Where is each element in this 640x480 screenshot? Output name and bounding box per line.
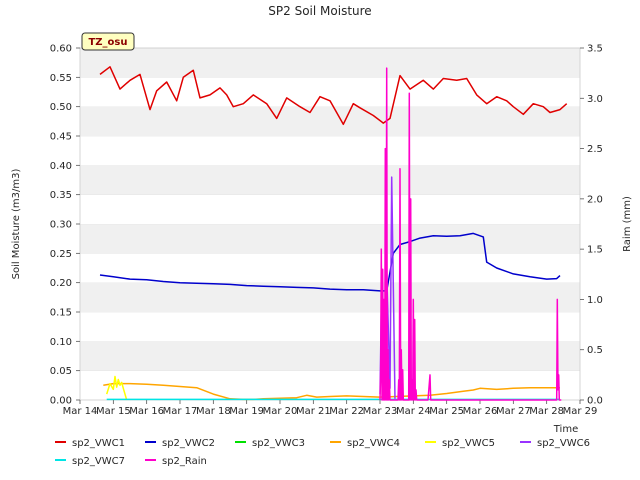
x-tick-label: Mar 28 [529,406,564,417]
site-badge-box [81,32,135,51]
legend: sp2_VWC1 sp2_VWC2 sp2_VWC3 sp2_VWC4 sp2_VWC5… [55,438,590,467]
y-tick-label: 0.00 [50,396,72,407]
grid-band [80,341,580,371]
x-tick-label: Mar 19 [229,406,264,417]
grid-band [80,136,580,166]
x-tick-label: Mar 27 [496,406,531,417]
x-tick-label: Mar 29 [563,406,598,417]
grid-band [80,106,580,136]
series-line-sp2-vwc1 [99,66,568,126]
y2-tick-label: 3.5 [587,44,603,55]
y2-tick-label: 1.0 [587,295,603,306]
grid-band [80,165,580,195]
grid-band [80,253,580,283]
x-tick-label: Mar 22 [329,406,364,417]
y-tick-label: 0.20 [50,278,72,289]
site-badge-label: TZ_osu [88,37,127,48]
legend-label: sp2_VWC5 [442,438,495,449]
plot-background-bands [80,47,580,400]
legend-label: sp2_VWC2 [162,438,215,449]
legend-label: sp2_VWC6 [537,438,590,449]
y-tick-label: 0.55 [50,73,72,84]
grid-band [80,282,580,312]
y-tick-label: 0.05 [50,366,72,377]
y-tick-label: 0.50 [50,102,72,113]
y2-tick-label: 2.5 [587,144,603,155]
y-tick-label: 0.40 [50,161,72,172]
x-tick-label: Mar 24 [396,406,431,417]
series-line-sp2-vwc5 [105,375,128,401]
x-tick-label: Mar 20 [263,406,298,417]
x-tick-label: Mar 26 [463,406,498,417]
y2-tick-label: 2.0 [587,194,603,205]
y2-tick-label: 1.5 [587,245,603,256]
y2-tick-label: 3.0 [587,94,603,105]
x-tick-label: Mar 15 [96,406,131,417]
y-tick-label: 0.15 [50,308,72,319]
y-tick-label: 0.60 [50,44,72,55]
legend-label: sp2_Rain [162,456,207,467]
x-tick-label: Mar 21 [296,406,331,417]
x-tick-label: Mar 25 [429,406,464,417]
x-tick-label: Mar 23 [363,406,398,417]
grid-band [80,312,580,342]
y2-tick-label: 0.0 [587,396,603,407]
y-tick-label: 0.30 [50,220,72,231]
y2-axis-label: Raim (mm) [622,196,633,252]
grid-band [80,48,580,78]
y2-tick-label: 0.5 [587,345,603,356]
x-axis-label: Time [553,424,578,435]
y-tick-label: 0.45 [50,132,72,143]
series-lines [99,66,568,401]
x-tick-label: Mar 18 [196,406,231,417]
legend-label: sp2_VWC7 [72,456,125,467]
y-tick-label: 0.10 [50,337,72,348]
y-axis-label: Soil Moisture (m3/m3) [11,169,22,280]
grid-band [80,224,580,254]
y-tick-label: 0.35 [50,190,72,201]
y2-axis-ticks: 0.0 0.5 1.0 1.5 2.0 2.5 3.0 3.5 [580,44,603,407]
x-tick-label: Mar 14 [63,406,98,417]
x-tick-label: Mar 16 [129,406,164,417]
x-tick-label: Mar 17 [163,406,198,417]
legend-label: sp2_VWC4 [347,438,400,449]
chart-title: SP2 Soil Moisture [268,4,371,18]
series-line-sp2-vwc2 [99,232,561,292]
series-line-sp2-rain [379,67,562,401]
site-badge: TZ_osu [81,32,135,51]
y-tick-label: 0.25 [50,249,72,260]
legend-label: sp2_VWC1 [72,438,125,449]
series-line-sp2-vwc4 [103,382,560,401]
grid-band [80,194,580,224]
legend-label: sp2_VWC3 [252,438,305,449]
y-axis-ticks: 0.00 0.05 0.10 0.15 0.20 0.25 0.30 0.35 0.40 0.45… [50,44,80,407]
